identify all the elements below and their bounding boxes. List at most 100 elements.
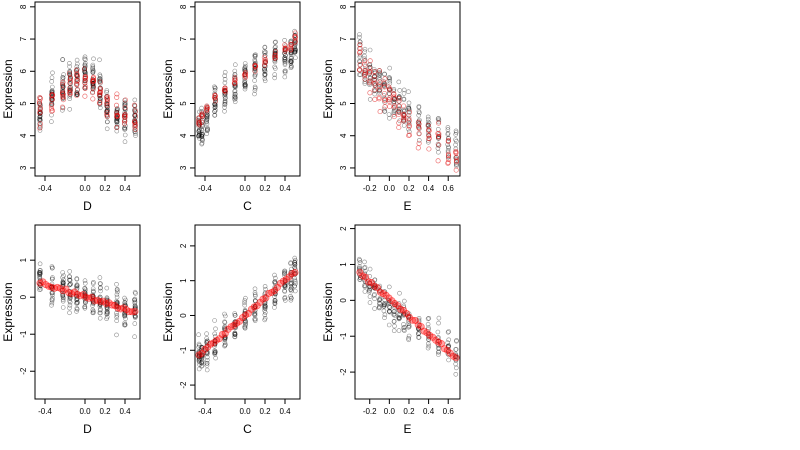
data-point — [401, 97, 407, 102]
data-point — [272, 291, 278, 297]
data-point — [272, 301, 278, 307]
highlight-point — [396, 109, 402, 115]
highlight-point — [436, 130, 442, 137]
data-point — [252, 84, 258, 90]
data-point — [122, 313, 128, 318]
highlight-point — [426, 133, 432, 139]
data-point — [252, 66, 258, 71]
data-point — [292, 49, 298, 55]
data-point — [262, 69, 268, 74]
data-point — [222, 98, 228, 104]
data-point — [49, 264, 55, 269]
y-tick-label: 8 — [339, 4, 348, 9]
data-point — [453, 371, 459, 377]
data-point — [74, 297, 80, 303]
y-axis-title: Expression — [321, 59, 335, 118]
data-point — [407, 107, 412, 112]
data-point — [50, 275, 55, 280]
data-point — [288, 63, 294, 69]
data-point — [292, 288, 298, 294]
data-point — [253, 293, 258, 299]
highlight-point — [426, 135, 432, 141]
data-point — [386, 112, 392, 117]
highlight-point — [406, 132, 413, 138]
data-point — [74, 297, 79, 303]
data-point — [377, 295, 383, 301]
highlight-point — [362, 76, 368, 82]
data-point — [362, 79, 368, 85]
data-point — [212, 331, 217, 337]
data-point — [200, 132, 205, 137]
data-point — [98, 76, 103, 82]
data-point — [197, 359, 202, 365]
highlight-point — [367, 69, 373, 75]
data-point — [97, 79, 102, 84]
data-point — [82, 286, 87, 291]
data-point — [282, 270, 287, 276]
data-point — [263, 49, 268, 55]
highlight-point — [288, 47, 294, 53]
data-point — [453, 130, 459, 135]
highlight-point — [36, 98, 42, 104]
data-point — [60, 105, 66, 111]
data-point — [204, 347, 209, 353]
data-point — [90, 288, 96, 294]
x-tick-label: 0.4 — [119, 184, 131, 193]
fitted-point — [56, 284, 64, 292]
panel-4: -0.4 0.0 0.2 0.4 -2 -1 0 1 D Expression — [1, 224, 141, 436]
data-point — [406, 337, 412, 343]
data-point — [82, 286, 88, 291]
data-point — [253, 60, 258, 66]
data-point — [213, 104, 218, 109]
data-point — [288, 281, 294, 287]
data-point — [397, 315, 403, 321]
data-point — [415, 331, 421, 337]
data-point — [199, 363, 204, 369]
points-layer — [36, 54, 139, 144]
data-point — [104, 89, 109, 95]
data-point — [288, 56, 294, 61]
data-point — [199, 126, 204, 132]
data-point — [435, 329, 441, 335]
data-point — [204, 110, 210, 116]
highlight-point — [406, 132, 412, 139]
data-point — [262, 72, 267, 77]
y-axis-title: Expression — [321, 282, 335, 341]
highlight-point — [104, 102, 110, 108]
highlight-point — [204, 103, 210, 109]
data-point — [454, 162, 459, 167]
x-tick-label: 0.2 — [403, 407, 415, 416]
data-point — [242, 82, 248, 87]
data-point — [366, 287, 372, 293]
data-point — [223, 95, 228, 100]
data-point — [60, 297, 66, 303]
data-point — [91, 289, 96, 295]
data-point — [366, 289, 372, 295]
data-point — [67, 96, 72, 101]
y-tick-label: 2 — [339, 226, 348, 231]
data-point — [243, 295, 248, 301]
data-point — [293, 47, 298, 53]
data-point — [445, 135, 451, 141]
data-point — [288, 59, 294, 65]
highlight-point — [97, 100, 103, 106]
data-point — [282, 55, 287, 61]
data-point — [372, 284, 378, 289]
data-point — [37, 116, 43, 122]
data-point — [426, 315, 432, 321]
data-point — [91, 310, 96, 316]
data-point — [98, 281, 103, 287]
data-point — [75, 61, 80, 67]
data-point — [292, 49, 297, 55]
highlight-point — [114, 94, 120, 100]
data-point — [49, 84, 55, 90]
highlight-point — [357, 46, 363, 52]
x-tick-label: 0.2 — [259, 407, 271, 416]
x-axis-title: E — [403, 422, 411, 436]
data-point — [445, 148, 451, 153]
x-axis-title: D — [83, 199, 92, 213]
data-point — [114, 294, 120, 300]
data-point — [406, 106, 412, 111]
highlight-point — [252, 63, 258, 70]
data-point — [401, 298, 407, 304]
